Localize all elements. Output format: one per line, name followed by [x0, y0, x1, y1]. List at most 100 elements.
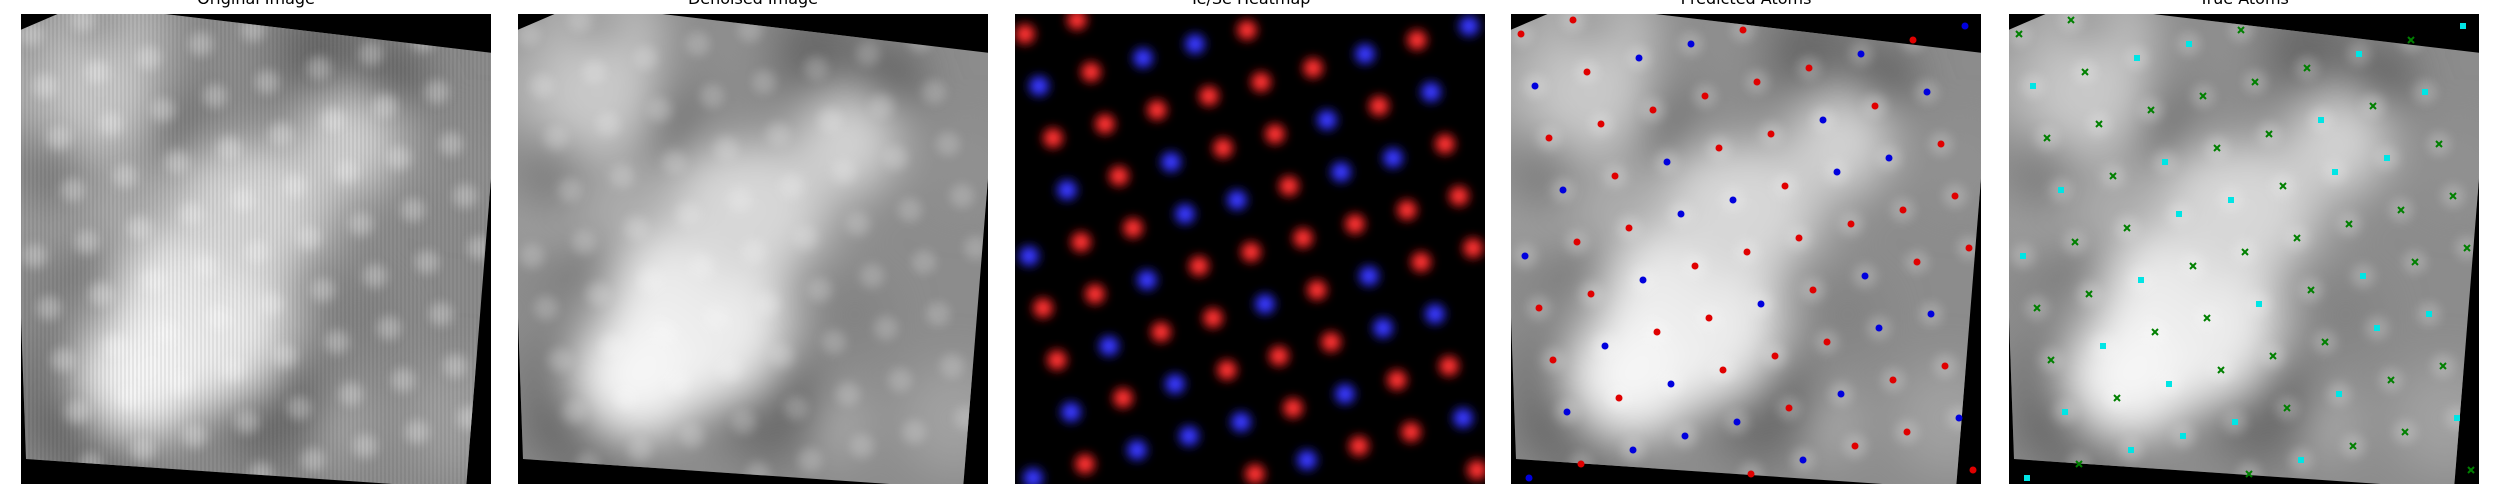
atom-blob: [714, 136, 738, 160]
heatmap-core: [1133, 446, 1141, 454]
predicted-atom: [1753, 78, 1761, 86]
atom-blob: [189, 32, 213, 56]
atom-blob: [728, 188, 752, 212]
true-atom: [2067, 16, 2075, 24]
atom-blob: [648, 98, 672, 122]
true-atom: [2449, 192, 2457, 200]
blob: [898, 363, 988, 474]
predicted-atom: [1861, 272, 1869, 280]
true-atom: [2369, 102, 2377, 110]
heatmap-core: [1323, 116, 1331, 124]
true-atom: [2020, 253, 2026, 259]
atom-blob: [558, 178, 582, 202]
blob: [1891, 363, 1981, 474]
atom-blob: [221, 358, 245, 382]
atom-blob: [518, 22, 540, 46]
atom-blob: [183, 424, 207, 448]
predicted-atom: [1955, 414, 1963, 422]
atom-blob: [387, 146, 411, 170]
predicted-atom: [1573, 238, 1581, 246]
heatmap-core: [1341, 390, 1349, 398]
true-atom: [2245, 470, 2253, 478]
true-atom: [2387, 376, 2395, 384]
heatmap-core: [1407, 428, 1415, 436]
atom-blob: [301, 448, 325, 472]
image-atoms: [518, 14, 988, 484]
true-atom: [2147, 106, 2155, 114]
predicted-atom: [1903, 428, 1911, 436]
true-atom: [2241, 248, 2249, 256]
true-atom: [2269, 352, 2277, 360]
heatmap-core: [1351, 220, 1359, 228]
predicted-atom: [1871, 102, 1879, 110]
heatmap-core: [1129, 224, 1137, 232]
atom-blob: [912, 250, 936, 274]
true-atom: [2460, 23, 2466, 29]
predicted-atom: [1549, 356, 1557, 364]
predicted-atom: [1743, 248, 1751, 256]
atom-blob: [231, 188, 255, 212]
predicted-atom: [1615, 394, 1623, 402]
atom-blob: [850, 434, 874, 458]
predicted-atom: [1927, 310, 1935, 318]
heatmap-core: [1337, 168, 1345, 176]
atom-blob: [439, 132, 463, 156]
heatmap-core: [1303, 456, 1311, 464]
true-atom: [2237, 26, 2245, 34]
atom-blob: [586, 282, 610, 306]
heatmap-core: [1393, 376, 1401, 384]
true-atom: [2307, 286, 2315, 294]
predicted-atom: [1923, 88, 1931, 96]
heatmap-core: [1309, 64, 1317, 72]
heatmap-core: [1233, 196, 1241, 204]
atom-blob: [169, 372, 193, 396]
heatmap-core: [1465, 22, 1473, 30]
true-atom: [2426, 311, 2432, 317]
atom-blob: [804, 56, 828, 80]
heatmap-core: [1067, 408, 1075, 416]
atom-blob: [359, 42, 383, 66]
true-atom: [2024, 475, 2030, 481]
atom-blob: [652, 320, 676, 344]
atom-blob: [770, 344, 794, 368]
heatmap-core: [1361, 50, 1369, 58]
true-atom: [2199, 92, 2207, 100]
atom-blob: [401, 198, 425, 222]
heatmap-core: [1469, 244, 1477, 252]
atom-blob: [676, 202, 700, 226]
predicted-atom: [1833, 168, 1841, 176]
true-atom: [2162, 159, 2168, 165]
heatmap-core: [1251, 470, 1259, 478]
atom-blob: [425, 80, 449, 104]
atom-blob: [151, 98, 175, 122]
atom-blob: [520, 244, 544, 268]
predicted-atom: [1823, 338, 1831, 346]
heatmap-core: [1247, 248, 1255, 256]
heatmap-core: [1035, 82, 1043, 90]
predicted-atom: [1559, 186, 1567, 194]
true-atom: [2015, 30, 2023, 38]
predicted-atom: [1701, 92, 1709, 100]
heatmap-core: [1375, 102, 1383, 110]
true-atom: [2356, 51, 2362, 57]
predicted-atom: [1909, 36, 1917, 44]
atom-blob: [21, 22, 43, 46]
heatmap-core: [1285, 182, 1293, 190]
atom-blob: [624, 216, 648, 240]
atom-blob: [141, 268, 165, 292]
atom-blob: [127, 216, 151, 240]
heatmap-core: [1105, 342, 1113, 350]
predicted-atom: [1663, 158, 1671, 166]
blob: [538, 34, 658, 154]
predicted-atom: [1681, 432, 1689, 440]
heatmap-core: [1219, 144, 1227, 152]
atom-blob: [179, 202, 203, 226]
atom-blob: [325, 330, 349, 354]
atom-blob: [311, 278, 335, 302]
true-atom: [2454, 415, 2460, 421]
panel: [2009, 14, 2479, 484]
true-atom: [2058, 187, 2064, 193]
image-content: [21, 14, 491, 484]
heatmap-core: [1289, 404, 1297, 412]
atom-blob: [690, 254, 714, 278]
